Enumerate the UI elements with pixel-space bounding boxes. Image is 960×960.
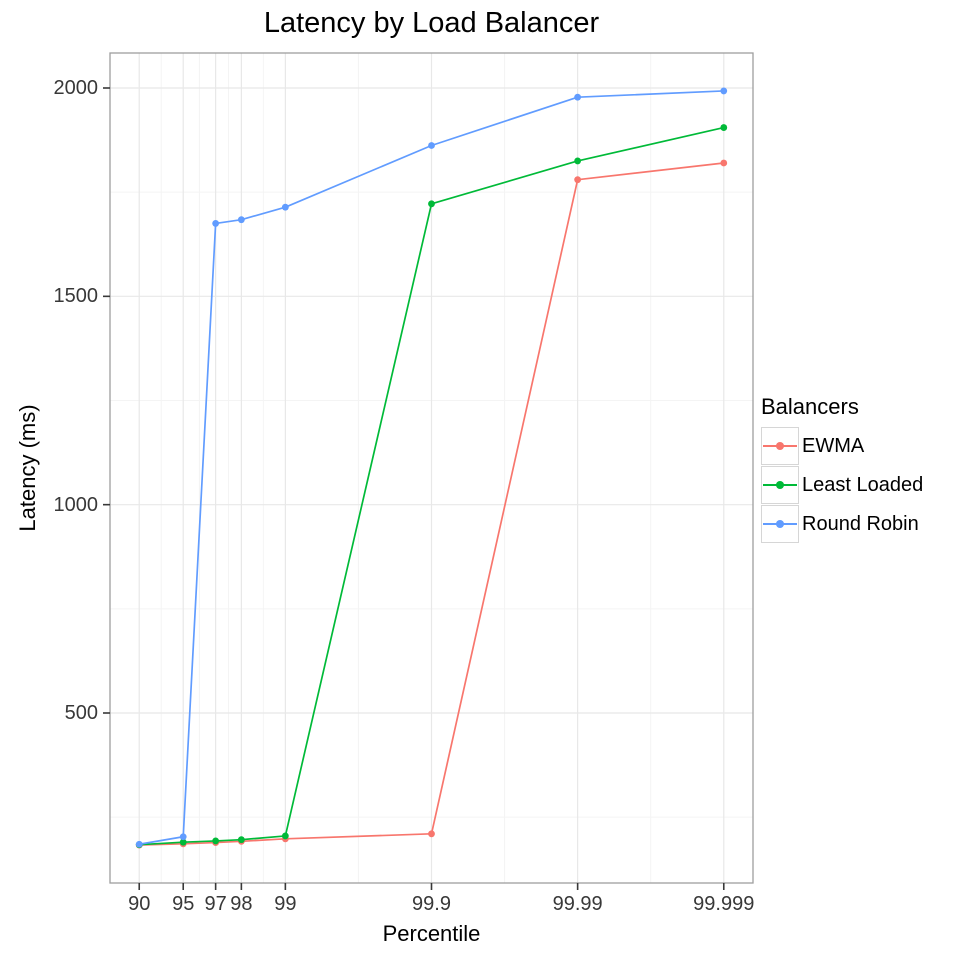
y-tick-label-1000: 1000 — [53, 493, 99, 516]
legend-key-ewma — [761, 427, 799, 465]
legend: Balancers EWMA Least Loaded Round Robin — [761, 394, 923, 544]
series-point-round-robin-2 — [212, 220, 220, 227]
gridlines-major — [110, 53, 753, 883]
y-axis-title: Latency (ms) — [15, 404, 40, 532]
legend-key-dot-icon — [776, 481, 784, 489]
legend-item-ewma: EWMA — [761, 427, 923, 465]
legend-items: EWMA Least Loaded Round Robin — [761, 427, 923, 543]
legend-item-round-robin: Round Robin — [761, 505, 923, 543]
series-point-least-loaded-2 — [212, 837, 220, 845]
legend-label-ewma: EWMA — [802, 435, 865, 457]
legend-key-round-robin — [761, 505, 799, 543]
series-point-least-loaded-4 — [281, 832, 289, 840]
series-point-round-robin-4 — [281, 203, 289, 211]
series-point-round-robin-5 — [428, 142, 435, 149]
series-point-round-robin-6 — [574, 93, 582, 101]
y-tick-label-500: 500 — [64, 702, 98, 724]
x-tick-label-99.999: 99.999 — [693, 893, 755, 915]
series-point-ewma-6 — [574, 176, 582, 184]
x-tick-label-99: 99 — [274, 893, 297, 915]
y-tick-label-1500: 1500 — [53, 285, 99, 308]
x-tick-label-98: 98 — [230, 893, 253, 915]
series-point-round-robin-0 — [135, 840, 143, 848]
legend-key-dot-icon — [776, 520, 784, 528]
legend-key-dot-icon — [776, 442, 784, 450]
data-series — [135, 87, 728, 849]
legend-item-least-loaded: Least Loaded — [761, 466, 923, 504]
x-tick-label-95: 95 — [172, 893, 195, 915]
series-point-least-loaded-3 — [237, 836, 245, 844]
series-line-least-loaded — [138, 126, 725, 846]
series-point-ewma-5 — [428, 830, 435, 838]
series-point-least-loaded-5 — [428, 200, 435, 208]
x-tick-label-99.9: 99.9 — [412, 893, 451, 915]
series-line-ewma — [138, 162, 725, 846]
chart-title: Latency by Load Balancer — [263, 7, 600, 39]
x-axis-title: Percentile — [382, 921, 481, 946]
legend-title: Balancers — [761, 394, 859, 419]
series-point-ewma-7 — [720, 159, 728, 167]
series-point-least-loaded-1 — [179, 838, 187, 846]
series-point-round-robin-1 — [179, 833, 187, 841]
x-tick-label-90: 90 — [128, 893, 151, 915]
series-point-least-loaded-6 — [574, 157, 582, 165]
series-point-least-loaded-7 — [720, 124, 728, 131]
series-line-round-robin — [138, 90, 725, 846]
x-tick-label-99.99: 99.99 — [552, 893, 603, 915]
series-point-round-robin-7 — [720, 87, 728, 95]
series-point-round-robin-3 — [237, 216, 245, 224]
legend-label-least-loaded: Least Loaded — [802, 474, 924, 496]
legend-key-least-loaded — [761, 466, 799, 504]
y-tick-label-2000: 2000 — [53, 77, 99, 99]
axis-tick-marks — [103, 87, 725, 890]
x-tick-label-97: 97 — [204, 893, 227, 915]
legend-label-round-robin: Round Robin — [802, 513, 919, 535]
